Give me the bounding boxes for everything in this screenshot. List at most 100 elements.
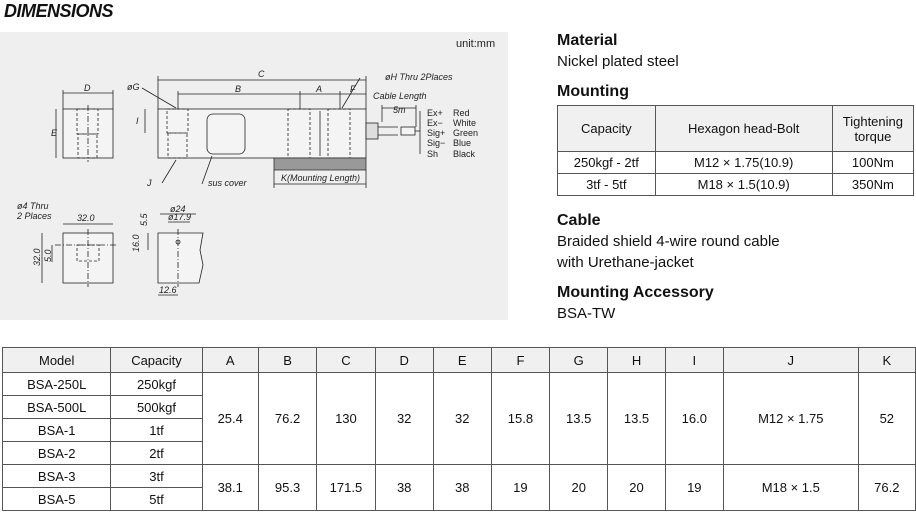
capacity-cell: 1tf [110, 418, 203, 442]
dimension-cell: M18 × 1.5 [722, 464, 859, 511]
header-cell: C [316, 347, 376, 373]
table-cell: 100Nm [831, 151, 915, 174]
model-cell: BSA-500L [1, 395, 112, 419]
dimension-cell: 95.3 [257, 464, 318, 511]
header-cell: F [490, 347, 551, 373]
capacity-cell: 500kgf [110, 395, 203, 419]
svg-text:Sig+: Sig+ [427, 128, 445, 138]
dimension-cell: 32 [432, 372, 492, 465]
dimension-cell: 16.0 [664, 372, 724, 465]
header-cell: Capacity [110, 347, 203, 373]
header-cell: Hexagon head-Bolt [654, 105, 833, 152]
svg-text:E: E [51, 128, 58, 138]
svg-text:Green: Green [453, 128, 478, 138]
dimension-drawing: unit:mm D E C B A F I øG øH T [0, 32, 508, 320]
table-cell: M18 × 1.5(10.9) [654, 173, 833, 196]
dimension-cell: 52 [857, 372, 916, 465]
svg-text:16.0: 16.0 [131, 234, 141, 252]
svg-text:Black: Black [453, 149, 476, 159]
header-cell: A [201, 347, 259, 373]
section-title: DIMENSIONS [4, 1, 114, 21]
dimension-cell: 19 [664, 464, 724, 511]
svg-text:D: D [84, 83, 91, 93]
svg-text:Ex+: Ex+ [427, 108, 443, 118]
table-row: BSA-3 3tf 38.1 95.3 171.5 38 38 19 20 20 19 M18 × 1… [1, 464, 916, 511]
table-row: BSA-5 5tf [1, 487, 916, 511]
dimension-cell: 13.5 [549, 372, 609, 465]
header-cell: J [722, 347, 859, 373]
wire-legend: Ex+ Ex− Sig+ Sig− Sh Red White Green Blu… [427, 108, 478, 159]
header-cell: Capacity [557, 105, 656, 152]
header-cell: I [664, 347, 724, 373]
svg-text:Ex−: Ex− [427, 118, 443, 128]
dimension-cell: 38.1 [201, 464, 259, 511]
capacity-cell: 2tf [110, 441, 203, 465]
table-cell: 3tf - 5tf [557, 173, 656, 196]
table-cell: M12 × 1.75(10.9) [654, 151, 833, 174]
header-cell: D [374, 347, 434, 373]
svg-text:B: B [235, 84, 241, 94]
accessory-value: BSA-TW [557, 305, 616, 322]
dimension-cell: 76.2 [857, 464, 916, 511]
svg-text:J: J [146, 178, 152, 188]
model-cell: BSA-1 [1, 418, 112, 442]
header-cell: Model [1, 347, 112, 373]
accessory-heading: Mounting Accessory [557, 284, 714, 301]
header-cell: G [549, 347, 609, 373]
dimension-cell: 13.5 [607, 372, 666, 465]
dimension-cell: 20 [549, 464, 609, 511]
cable-line-1: Braided shield 4-wire round cable [557, 233, 780, 250]
dimension-cell: 130 [316, 372, 376, 465]
table-cell: 250kgf - 2tf [557, 151, 656, 174]
dimension-cell: 38 [432, 464, 492, 511]
cable: Cable Length 5m [365, 91, 427, 154]
svg-text:C: C [258, 69, 265, 79]
svg-text:Cable Length: Cable Length [373, 91, 427, 101]
mounting-heading: Mounting [557, 83, 629, 100]
model-cell: BSA-5 [1, 487, 112, 511]
svg-text:12.6: 12.6 [159, 285, 177, 295]
capacity-cell: 250kgf [110, 372, 203, 396]
side-view: C B A F I øG øH Thru 2Places J sus cover… [127, 69, 453, 188]
dimension-cell: 25.4 [201, 372, 259, 465]
svg-text:Blue: Blue [453, 138, 471, 148]
header-cell: E [432, 347, 492, 373]
svg-text:Sh: Sh [427, 149, 438, 159]
cable-heading: Cable [557, 212, 601, 229]
table-cell: 350Nm [831, 173, 915, 196]
table-row: BSA-250L 250kgf 25.4 76.2 130 32 32 15.8 13.5 13.… [1, 372, 916, 465]
capacity-cell: 5tf [110, 487, 203, 511]
table-row: BSA-500L 500kgf [1, 395, 916, 419]
model-cell: BSA-2 [1, 441, 112, 465]
svg-text:32.0: 32.0 [77, 213, 95, 223]
svg-text:5m: 5m [393, 105, 406, 115]
svg-text:ø4 Thru: ø4 Thru [17, 201, 49, 211]
svg-text:ø17.9: ø17.9 [168, 212, 191, 222]
svg-text:ø24: ø24 [170, 204, 186, 214]
svg-text:2 Places: 2 Places [16, 211, 52, 221]
dimension-cell: 32 [374, 372, 434, 465]
svg-text:øH Thru 2Places: øH Thru 2Places [385, 72, 453, 82]
header-cell: B [257, 347, 318, 373]
dimension-cell: 15.8 [490, 372, 551, 465]
dimension-cell: 171.5 [316, 464, 376, 511]
table-row: BSA-2 2tf [1, 441, 916, 465]
svg-text:5.5: 5.5 [139, 212, 149, 226]
end-view: D E [51, 83, 114, 162]
table-row: BSA-1 1tf [1, 418, 916, 442]
dimension-cell: 20 [607, 464, 666, 511]
header-cell: Tightening torque [831, 105, 915, 152]
svg-text:White: White [453, 118, 476, 128]
top-view: ø4 Thru 2 Places 32.0 32.0 5.0 [16, 201, 118, 287]
svg-text:5.0: 5.0 [43, 249, 53, 262]
section-view: ø24 ø17.9 5.5 16.0 12.6 [131, 204, 204, 296]
svg-text:Red: Red [453, 108, 470, 118]
svg-text:I: I [136, 116, 139, 126]
capacity-cell: 3tf [110, 464, 203, 488]
dimension-cell: 76.2 [257, 372, 318, 465]
svg-text:K(Mounting Length): K(Mounting Length) [281, 173, 360, 183]
cable-line-2: with Urethane-jacket [557, 254, 694, 271]
header-cell: K [857, 347, 916, 373]
svg-text:F: F [350, 84, 356, 94]
mounting-table: Capacity Hexagon head-Bolt Tightening to… [557, 105, 915, 196]
